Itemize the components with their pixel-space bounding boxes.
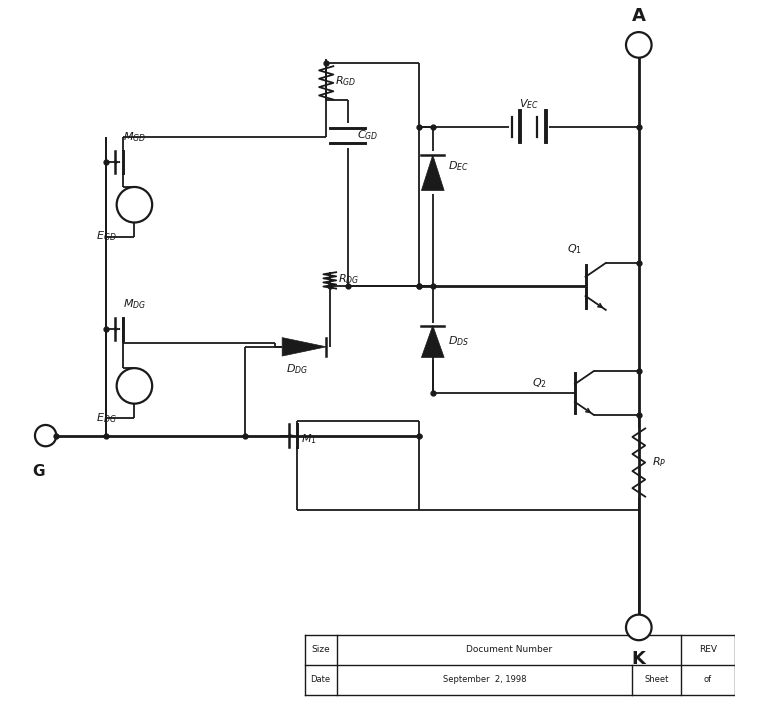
Text: G: G [33,464,45,479]
Text: $V_{EC}$: $V_{EC}$ [518,97,539,111]
Text: $C_{GD}$: $C_{GD}$ [357,129,379,142]
Text: $E_{GD}$: $E_{GD}$ [96,229,116,244]
Text: $Q_2$: $Q_2$ [532,376,546,390]
Text: $E_{DG}$: $E_{DG}$ [96,411,116,424]
Text: K: K [631,650,646,668]
Circle shape [626,615,651,640]
Text: $M_1$: $M_1$ [301,432,317,446]
Text: Sheet: Sheet [644,675,669,684]
Text: $R_{DG}$: $R_{DG}$ [339,273,360,286]
Text: $R_P$: $R_P$ [651,456,666,470]
Polygon shape [421,155,444,191]
Circle shape [117,187,152,222]
Text: REV: REV [699,645,717,654]
Text: $D_{DG}$: $D_{DG}$ [285,362,308,376]
Text: $M_{GD}$: $M_{GD}$ [123,131,146,145]
Circle shape [35,425,56,446]
Text: $D_{EC}$: $D_{EC}$ [449,159,469,173]
Circle shape [626,32,651,58]
Polygon shape [421,326,444,357]
Text: Document Number: Document Number [466,645,553,654]
Polygon shape [282,338,326,356]
Text: A: A [631,7,646,25]
Text: $M_{DG}$: $M_{DG}$ [123,298,146,311]
Text: $Q_1$: $Q_1$ [568,242,582,256]
Text: Size: Size [311,645,330,654]
Circle shape [117,368,152,403]
Text: of: of [704,675,712,684]
Text: September  2, 1998: September 2, 1998 [442,675,526,684]
Text: $R_{GD}$: $R_{GD}$ [335,74,356,88]
Text: $D_{DS}$: $D_{DS}$ [449,334,470,349]
Text: Date: Date [310,675,331,684]
